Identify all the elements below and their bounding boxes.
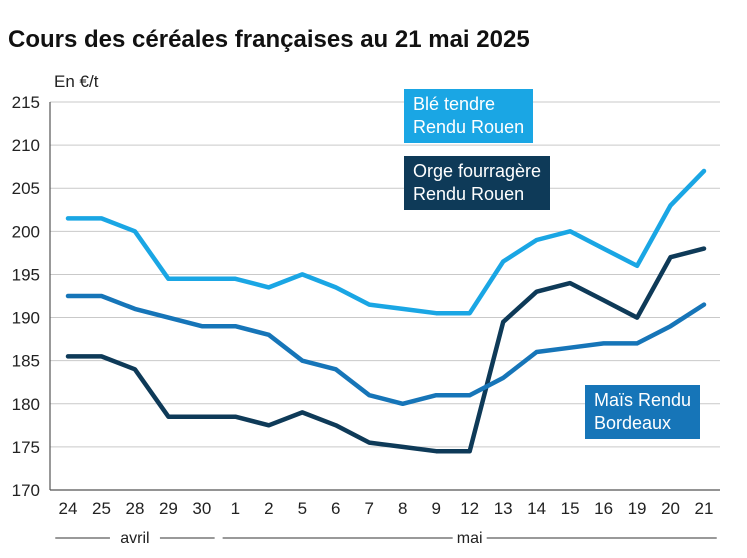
legend-ble-tendre-line2: Rendu Rouen [413,117,525,137]
x-tick-9: 7 [365,499,374,518]
x-tick-6: 2 [264,499,273,518]
x-tick-5: 1 [231,499,240,518]
y-tick-labels: 170 175 180 185 190 195 200 205 210 215 [12,93,40,500]
x-tick-17: 19 [628,499,647,518]
y-tick-170: 170 [12,481,40,500]
legend-orge-fourragere: Orge fourragère Rendu Rouen [404,156,551,210]
x-tick-0: 24 [59,499,78,518]
legend-ble-tendre-line1: Blé tendre [413,94,496,114]
legend-orge-fourragere-line1: Orge fourragère [413,161,542,181]
x-tick-11: 9 [431,499,440,518]
x-tick-13: 13 [494,499,513,518]
legend-mais-line2: Bordeaux [594,413,672,433]
x-tick-18: 20 [661,499,680,518]
x-tick-1: 25 [92,499,111,518]
series-line-1 [65,246,707,454]
x-tick-4: 30 [192,499,211,518]
y-tick-175: 175 [12,438,40,457]
y-tick-205: 205 [12,179,40,198]
x-tick-8: 6 [331,499,340,518]
y-axis-label: En €/t [54,72,99,91]
x-tick-2: 28 [125,499,144,518]
series-line-0 [65,168,707,316]
month-axis: avril mai [55,530,717,547]
x-tick-15: 15 [561,499,580,518]
legend-orge-fourragere-line2: Rendu Rouen [413,184,525,204]
y-tick-210: 210 [12,136,40,155]
month-label-1: mai [457,530,483,547]
x-tick-3: 29 [159,499,178,518]
legend-mais-line1: Maïs Rendu [594,390,692,410]
y-tick-195: 195 [12,265,40,284]
y-tick-215: 215 [12,93,40,112]
legend-ble-tendre: Blé tendre Rendu Rouen [404,89,534,143]
x-tick-10: 8 [398,499,407,518]
month-label-0: avril [120,530,149,547]
x-tick-19: 21 [695,499,714,518]
y-tick-190: 190 [12,309,40,328]
x-tick-labels: 24 25 28 29 30 1 2 5 6 7 8 9 12 13 14 15 16 19 20 21 [59,499,714,518]
grid-lines [49,101,720,491]
y-tick-200: 200 [12,222,40,241]
chart-title: Cours des céréales françaises au 21 mai … [8,26,530,53]
series-line-2 [65,293,707,407]
y-tick-185: 185 [12,352,40,371]
series-lines [65,168,707,454]
legend-mais: Maïs Rendu Bordeaux [585,385,701,439]
x-tick-12: 12 [460,499,479,518]
x-tick-16: 16 [594,499,613,518]
y-tick-180: 180 [12,395,40,414]
x-tick-14: 14 [527,499,546,518]
x-tick-7: 5 [298,499,307,518]
